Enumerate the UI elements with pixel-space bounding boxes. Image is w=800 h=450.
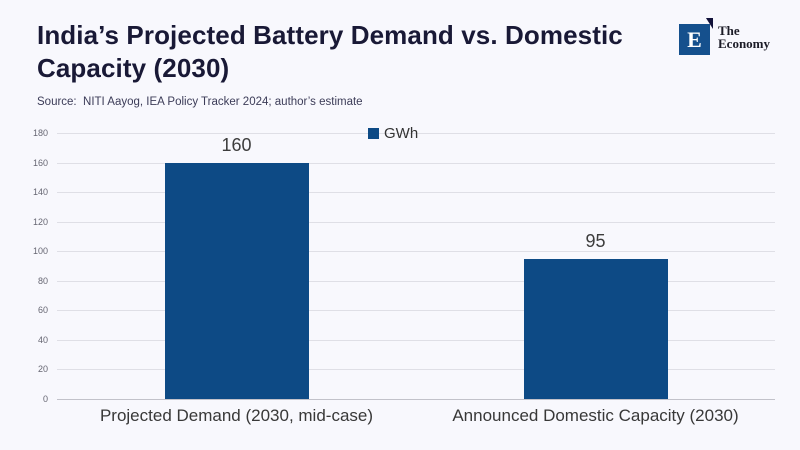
y-axis-tick-label: 40 [37, 334, 48, 345]
x-axis-line [57, 399, 775, 400]
gridline [57, 133, 775, 134]
plot-area: 0 20 40 60 80 100 120 140 160 180 160 95 [33, 128, 775, 404]
logo-mark-icon: E [679, 18, 713, 55]
logo-wordmark-line1: The [718, 23, 740, 38]
y-axis-tick-label: 180 [32, 128, 48, 138]
y-axis-tick-label: 140 [32, 187, 48, 198]
gridline [57, 251, 775, 253]
bar-value-label: 95 [585, 230, 606, 251]
bar [164, 162, 309, 399]
legend-swatch-icon [368, 128, 379, 139]
gridline [57, 192, 775, 194]
gridline [57, 310, 775, 312]
logo-letter: E [687, 26, 702, 52]
source-note: Source: NITI Aayog, IEA Policy Tracker 2… [37, 96, 363, 108]
y-axis-tick-label: 100 [32, 246, 48, 257]
chart-title: India’s Projected Battery Demand vs. Dom… [37, 20, 623, 83]
y-axis-tick-label: 0 [42, 394, 48, 404]
legend-label: GWh [384, 125, 419, 142]
x-axis-labels: Projected Demand (2030, mid-case) Announc… [57, 406, 775, 430]
y-axis-tick-label: 160 [32, 157, 48, 168]
logo-wordmark-line2: Economy [718, 35, 770, 51]
y-axis-tick-label: 60 [37, 305, 48, 316]
bar-value-label: 160 [221, 134, 252, 155]
logo-accent-tick-icon [705, 18, 713, 29]
logo-wordmark: The Economy [718, 23, 770, 55]
x-axis-label: Announced Domestic Capacity (2030) [452, 406, 739, 425]
gridline [57, 221, 775, 223]
gridline [57, 339, 775, 341]
y-axis-tick-label: 120 [32, 216, 48, 227]
gridline [57, 280, 775, 282]
gridline [57, 162, 775, 164]
gridline [57, 369, 775, 371]
logo: E The Economy [679, 18, 770, 55]
legend: GWh [368, 125, 418, 142]
x-axis-label: Projected Demand (2030, mid-case) [99, 406, 374, 425]
bar [523, 258, 668, 399]
y-axis-tick-label: 80 [37, 275, 48, 286]
y-axis-tick-label: 20 [37, 364, 48, 375]
